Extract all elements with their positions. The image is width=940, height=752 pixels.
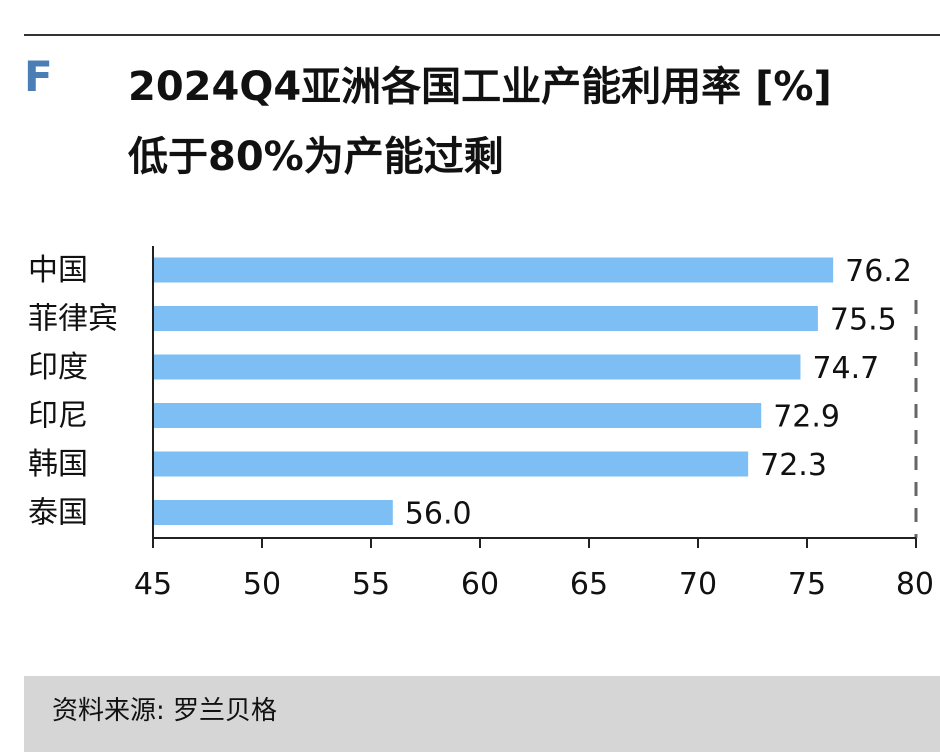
bar-0 — [153, 257, 834, 283]
x-tick-label: 55 — [352, 567, 390, 602]
value-label: 75.5 — [830, 303, 897, 338]
category-label: 菲律宾 — [28, 302, 118, 337]
value-label: 76.2 — [845, 254, 912, 289]
x-tick-label: 75 — [788, 567, 826, 602]
x-tick-label: 70 — [679, 567, 717, 602]
x-tick-label: 80 — [896, 567, 934, 602]
source-text: 资料来源: 罗兰贝格 — [52, 696, 278, 726]
x-tick-label: 60 — [461, 567, 499, 602]
category-label: 印尼 — [28, 399, 88, 434]
value-label: 56.0 — [405, 497, 472, 532]
x-tick-label: 65 — [570, 567, 608, 602]
category-label: 泰国 — [28, 496, 88, 531]
value-label: 72.9 — [773, 400, 840, 435]
x-tick-label: 50 — [243, 567, 281, 602]
category-label: 中国 — [28, 253, 88, 288]
bar-4 — [153, 451, 749, 477]
x-tick-label: 45 — [134, 567, 172, 602]
bar-3 — [153, 403, 762, 428]
bar-2 — [153, 354, 801, 380]
top-rule — [24, 34, 940, 36]
category-label: 印度 — [28, 350, 88, 385]
bar-chart: 中国 76.2 菲律宾 75.5 印度 74.7 印尼 72.9 韩国 72.3 泰国 56.0 45… — [28, 246, 934, 602]
panel-letter: F — [24, 52, 53, 101]
value-label: 74.7 — [812, 351, 879, 386]
value-label: 72.3 — [760, 448, 827, 483]
category-label: 韩国 — [28, 447, 88, 482]
chart-title: 2024Q4亚洲各国工业产能利用率 [%] 低于80%为产能过剩 — [128, 64, 832, 180]
source-box: 资料来源: 罗兰贝格 — [24, 676, 940, 752]
bar-5 — [153, 500, 393, 525]
bar-1 — [153, 306, 818, 331]
